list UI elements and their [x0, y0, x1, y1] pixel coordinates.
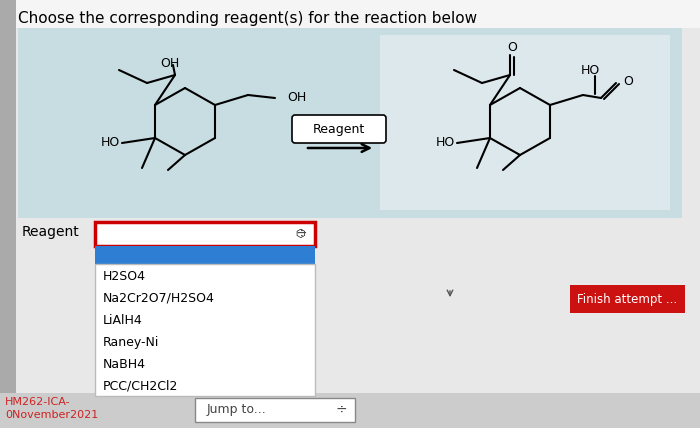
Text: PCC/CH2Cl2: PCC/CH2Cl2: [103, 380, 178, 392]
Bar: [0, 393, 700, 428]
Text: 0November2021: 0November2021: [5, 410, 98, 420]
Text: HM262-ICA-: HM262-ICA-: [5, 397, 71, 407]
FancyArrowPatch shape: [308, 144, 370, 152]
Text: H2SO4: H2SO4: [103, 270, 146, 282]
Text: O: O: [507, 41, 517, 54]
Bar: [0, 0, 16, 428]
Bar: [95, 246, 315, 264]
Text: Finish attempt ...: Finish attempt ...: [578, 292, 678, 306]
Text: HO: HO: [101, 137, 120, 149]
Text: HO: HO: [581, 63, 601, 77]
Bar: [380, 35, 670, 210]
FancyBboxPatch shape: [292, 115, 386, 143]
Text: ÷: ÷: [295, 227, 307, 241]
Text: OH: OH: [160, 56, 180, 69]
Text: Reagent: Reagent: [313, 122, 365, 136]
Text: Reagent: Reagent: [22, 225, 80, 239]
Bar: [18, 218, 682, 388]
Text: Raney-Ni: Raney-Ni: [103, 336, 160, 348]
Text: HO: HO: [435, 137, 455, 149]
Text: OH: OH: [287, 90, 307, 104]
Bar: [195, 398, 355, 422]
Text: ÷: ÷: [335, 403, 346, 417]
Text: Choose the corresponding reagent(s) for the reaction below: Choose the corresponding reagent(s) for …: [18, 11, 477, 26]
FancyBboxPatch shape: [570, 285, 685, 313]
Text: ⬡: ⬡: [295, 229, 305, 239]
Text: Jump to...: Jump to...: [207, 404, 267, 416]
Text: O: O: [623, 74, 633, 87]
Bar: [18, 28, 682, 218]
Text: LiAlH4: LiAlH4: [103, 314, 143, 327]
Bar: [95, 222, 315, 246]
Text: Na2Cr2O7/H2SO4: Na2Cr2O7/H2SO4: [103, 291, 215, 305]
Text: NaBH4: NaBH4: [103, 358, 146, 371]
Bar: [0, 0, 700, 28]
Bar: [95, 264, 315, 396]
